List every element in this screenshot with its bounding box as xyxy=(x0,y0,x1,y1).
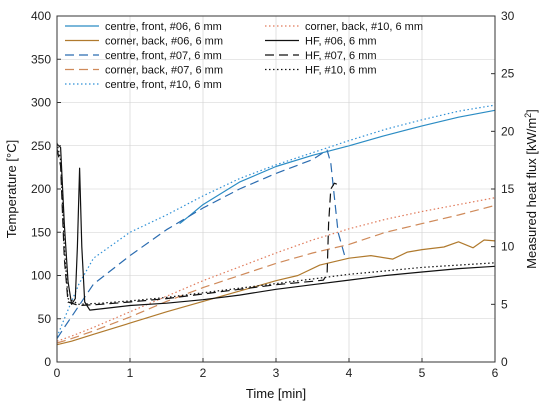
legend-label: corner, back, #06, 6 mm xyxy=(105,36,223,48)
y-right-tick-label: 10 xyxy=(501,240,515,254)
y-right-tick-label: 25 xyxy=(501,67,515,81)
legend-label: HF, #07, 6 mm xyxy=(305,50,377,62)
x-tick-label: 2 xyxy=(200,366,207,380)
series-line-3 xyxy=(56,149,346,339)
x-tick-label: 1 xyxy=(127,366,134,380)
legend-label: corner, back, #07, 6 mm xyxy=(105,65,223,77)
series-group xyxy=(56,104,496,346)
series-line-7 xyxy=(56,143,496,311)
y-right-tick-label: 5 xyxy=(501,297,508,311)
x-axis-title: Time [min] xyxy=(246,386,306,401)
axis-ticks: 0 1 2 3 4 5 6050100150200250300350400051015202… xyxy=(31,9,515,380)
y-left-tick-label: 100 xyxy=(31,269,51,283)
y-left-tick-label: 300 xyxy=(31,96,51,110)
y-left-tick-label: 50 xyxy=(38,312,52,326)
legend-label: centre, front, #10, 6 mm xyxy=(105,79,222,91)
y-right-tick-label: 0 xyxy=(501,355,508,369)
y-right-tick-label: 20 xyxy=(501,124,515,138)
x-tick-label: 0 xyxy=(54,366,61,380)
series-line-9 xyxy=(56,142,496,305)
y-left-tick-label: 400 xyxy=(31,9,51,23)
legend-label: HF, #10, 6 mm xyxy=(305,65,377,77)
legend: centre, front, #06, 6 mm corner, back, #1… xyxy=(65,21,423,91)
x-tick-label: 4 xyxy=(346,366,353,380)
series-line-8 xyxy=(56,148,341,307)
y-right-title-superscript: 2 xyxy=(523,113,533,118)
series-line-5 xyxy=(56,104,496,338)
x-tick-label: 3 xyxy=(273,366,280,380)
grid xyxy=(56,15,496,363)
series-line-2 xyxy=(56,239,496,346)
y-left-axis-title: Temperature [°C] xyxy=(4,140,19,238)
legend-label: corner, back, #10, 6 mm xyxy=(305,21,423,33)
y-left-tick-label: 150 xyxy=(31,225,51,239)
y-right-tick-label: 30 xyxy=(501,9,515,23)
legend-label: centre, front, #07, 6 mm xyxy=(105,50,222,62)
y-right-tick-label: 15 xyxy=(501,182,515,196)
series-line-4 xyxy=(56,204,496,344)
y-left-tick-label: 200 xyxy=(31,182,51,196)
legend-label: centre, front, #06, 6 mm xyxy=(105,21,222,33)
y-left-tick-label: 350 xyxy=(31,52,51,66)
y-right-title-end: ] xyxy=(524,109,539,113)
series-line-1 xyxy=(179,109,496,225)
y-left-tick-label: 250 xyxy=(31,139,51,153)
x-tick-label: 5 xyxy=(419,366,426,380)
y-right-axis-title: Measured heat flux [kW/m2] xyxy=(523,109,539,269)
y-left-tick-label: 0 xyxy=(44,355,51,369)
x-tick-label: 6 xyxy=(492,366,499,380)
legend-label: HF, #06, 6 mm xyxy=(305,36,377,48)
y-right-title-main: Measured heat flux [kW/m xyxy=(524,118,539,269)
series-line-6 xyxy=(56,197,496,342)
